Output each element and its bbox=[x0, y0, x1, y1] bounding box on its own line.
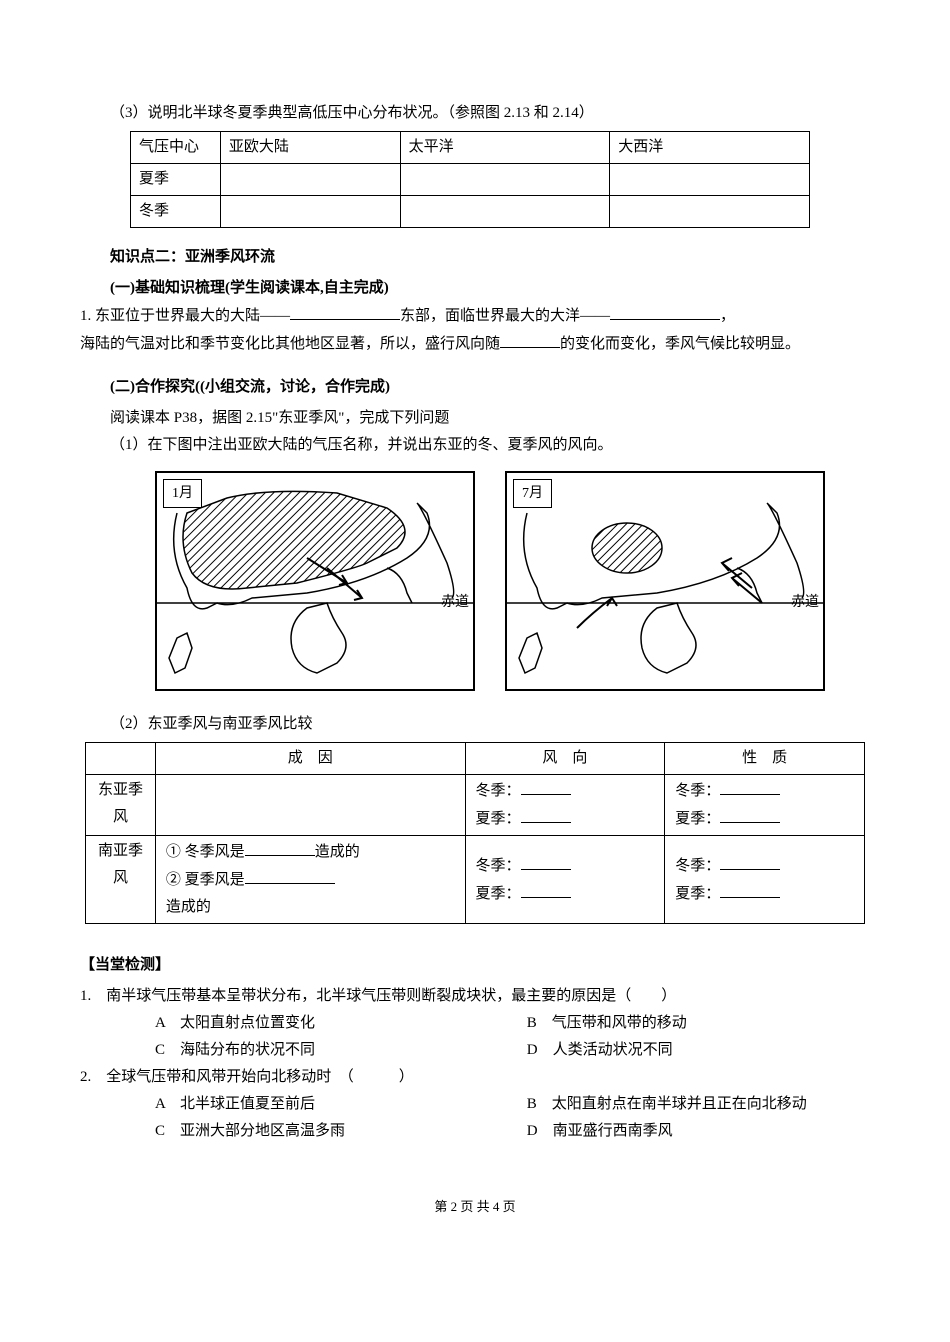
cell[interactable] bbox=[610, 196, 810, 228]
text: 冬季： bbox=[675, 783, 720, 799]
cell bbox=[86, 743, 156, 775]
table-row: 夏季 bbox=[131, 164, 810, 196]
blank-input[interactable] bbox=[290, 302, 400, 320]
cell: 大西洋 bbox=[610, 132, 810, 164]
blank-input[interactable] bbox=[720, 880, 780, 898]
text: 冬季： bbox=[675, 858, 720, 874]
cell[interactable] bbox=[220, 164, 400, 196]
cell: ① 冬季风是造成的 ② 夏季风是 造成的 bbox=[155, 836, 465, 924]
blank-input[interactable] bbox=[500, 330, 560, 348]
table-row: 东亚季风 冬季： 夏季： 冬季： 夏季： bbox=[86, 775, 865, 836]
cell: 风 向 bbox=[465, 743, 665, 775]
text: ① 冬季风是 bbox=[166, 844, 245, 860]
cell: 冬季： 夏季： bbox=[465, 775, 665, 836]
blank-input[interactable] bbox=[245, 866, 335, 884]
blank-input[interactable] bbox=[521, 852, 571, 870]
text: 1. 东亚位于世界最大的大陆—— bbox=[80, 308, 290, 324]
text: 冬季： bbox=[476, 858, 521, 874]
equator-label: 赤道 bbox=[441, 590, 469, 615]
blank-input[interactable] bbox=[521, 880, 571, 898]
cell: 性 质 bbox=[665, 743, 865, 775]
cell: 夏季 bbox=[131, 164, 221, 196]
table-row: 气压中心 亚欧大陆 太平洋 大西洋 bbox=[131, 132, 810, 164]
january-map: 1月 赤道 bbox=[155, 471, 475, 691]
text: ② 夏季风是 bbox=[166, 872, 245, 888]
blank-input[interactable] bbox=[720, 777, 780, 795]
text: 东部，面临世界最大的大洋—— bbox=[400, 308, 610, 324]
cell[interactable] bbox=[400, 196, 610, 228]
options-row: A 北半球正值夏至前后 B 太阳直射点在南半球并且正在向北移动 C 亚洲大部分地… bbox=[80, 1091, 870, 1145]
blank-input[interactable] bbox=[521, 777, 571, 795]
subsection-2-title: (二)合作探究((小组交流，讨论，合作完成) bbox=[80, 374, 870, 401]
sub2-q1: （1）在下图中注出亚欧大陆的气压名称，并说出东亚的冬、夏季风的风向。 bbox=[80, 432, 870, 459]
map-month-label: 7月 bbox=[513, 479, 552, 508]
cell: 冬季 bbox=[131, 196, 221, 228]
question-3: （3）说明北半球冬夏季典型高低压中心分布状况。（参照图 2.13 和 2.14）… bbox=[80, 100, 870, 228]
text: 海陆的气温对比和季节变化比其他地区显著，所以，盛行风向随 bbox=[80, 336, 500, 352]
subsection-1-title: (一)基础知识梳理(学生阅读课本,自主完成) bbox=[80, 275, 870, 302]
text: 造成的 bbox=[166, 899, 211, 915]
sub2-q2: （2）东亚季风与南亚季风比较 bbox=[80, 711, 870, 738]
pressure-centers-table: 气压中心 亚欧大陆 太平洋 大西洋 夏季 冬季 bbox=[130, 131, 810, 228]
option-c[interactable]: C 亚洲大部分地区高温多雨 bbox=[155, 1118, 527, 1145]
text: 的变化而变化，季风气候比较明显。 bbox=[560, 336, 800, 352]
cell: 太平洋 bbox=[400, 132, 610, 164]
cell: 气压中心 bbox=[131, 132, 221, 164]
blank-input[interactable] bbox=[521, 805, 571, 823]
option-d[interactable]: D 南亚盛行西南季风 bbox=[527, 1118, 870, 1145]
cell: 冬季： 夏季： bbox=[665, 775, 865, 836]
map-svg bbox=[507, 473, 823, 689]
text: 夏季： bbox=[675, 886, 720, 902]
q3-intro: （3）说明北半球冬夏季典型高低压中心分布状况。（参照图 2.13 和 2.14） bbox=[80, 100, 870, 127]
question-text: 1. 南半球气压带基本呈带状分布，北半球气压带则断裂成块状，最主要的原因是（ ） bbox=[80, 983, 870, 1010]
options-row: A 太阳直射点位置变化 B 气压带和风带的移动 C 海陆分布的状况不同 D 人类… bbox=[80, 1010, 870, 1064]
equator-label: 赤道 bbox=[791, 590, 819, 615]
blank-input[interactable] bbox=[610, 302, 720, 320]
option-c[interactable]: C 海陆分布的状况不同 bbox=[155, 1037, 527, 1064]
cell[interactable] bbox=[400, 164, 610, 196]
text: 造成的 bbox=[315, 844, 360, 860]
cell[interactable] bbox=[220, 196, 400, 228]
map-month-label: 1月 bbox=[163, 479, 202, 508]
text: ， bbox=[720, 308, 735, 324]
cell: 成 因 bbox=[155, 743, 465, 775]
option-b[interactable]: B 气压带和风带的移动 bbox=[527, 1010, 870, 1037]
reading-instruction: 阅读课本 P38，据图 2.15"东亚季风"，完成下列问题 bbox=[80, 405, 870, 432]
option-b[interactable]: B 太阳直射点在南半球并且正在向北移动 bbox=[527, 1091, 870, 1118]
option-d[interactable]: D 人类活动状况不同 bbox=[527, 1037, 870, 1064]
cell: 南亚季风 bbox=[86, 836, 156, 924]
question-text: 2. 全球气压带和风带开始向北移动时 （ ） bbox=[80, 1064, 870, 1091]
cell[interactable] bbox=[155, 775, 465, 836]
test-question-1: 1. 南半球气压带基本呈带状分布，北半球气压带则断裂成块状，最主要的原因是（ ）… bbox=[80, 983, 870, 1064]
class-test-title: 【当堂检测】 bbox=[80, 952, 870, 979]
page-footer: 第 2 页 共 4 页 bbox=[80, 1195, 870, 1218]
july-map: 7月 赤道 bbox=[505, 471, 825, 691]
cell: 亚欧大陆 bbox=[220, 132, 400, 164]
map-svg bbox=[157, 473, 473, 689]
option-a[interactable]: A 北半球正值夏至前后 bbox=[155, 1091, 527, 1118]
text: 夏季： bbox=[476, 811, 521, 827]
fill-blank-question-1: 1. 东亚位于世界最大的大陆—— 东部，面临世界最大的大洋—— ， 海陆的气温对比和… bbox=[80, 302, 870, 358]
table-row: 南亚季风 ① 冬季风是造成的 ② 夏季风是 造成的 冬季： 夏季： 冬季： 夏季… bbox=[86, 836, 865, 924]
text: 夏季： bbox=[675, 811, 720, 827]
cell: 冬季： 夏季： bbox=[465, 836, 665, 924]
table-header-row: 成 因 风 向 性 质 bbox=[86, 743, 865, 775]
blank-input[interactable] bbox=[720, 852, 780, 870]
test-question-2: 2. 全球气压带和风带开始向北移动时 （ ） A 北半球正值夏至前后 B 太阳直… bbox=[80, 1064, 870, 1145]
blank-input[interactable] bbox=[245, 838, 315, 856]
map-diagrams-row: 1月 赤道 7月 bbox=[110, 471, 870, 691]
table-row: 冬季 bbox=[131, 196, 810, 228]
cell: 东亚季风 bbox=[86, 775, 156, 836]
monsoon-comparison-table: 成 因 风 向 性 质 东亚季风 冬季： 夏季： 冬季： 夏季： 南亚季风 ① … bbox=[85, 742, 865, 924]
blank-input[interactable] bbox=[720, 805, 780, 823]
option-a[interactable]: A 太阳直射点位置变化 bbox=[155, 1010, 527, 1037]
cell[interactable] bbox=[610, 164, 810, 196]
text: 冬季： bbox=[476, 783, 521, 799]
text: 夏季： bbox=[476, 886, 521, 902]
cell: 冬季： 夏季： bbox=[665, 836, 865, 924]
knowledge-point-2-title: 知识点二：亚洲季风环流 bbox=[80, 244, 870, 271]
